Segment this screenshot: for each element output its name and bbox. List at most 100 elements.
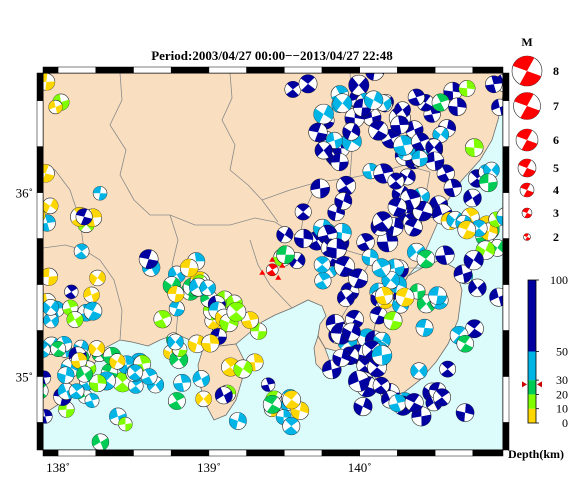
frame-segment [502, 192, 510, 239]
magnitude-legend-title: M [521, 35, 532, 49]
focal-mechanism [416, 249, 436, 269]
frame-segment [502, 422, 510, 451]
focal-mechanism [68, 383, 85, 400]
magnitude-legend: M 8 7 6 5 4 3 2 [511, 35, 559, 244]
focal-mechanism [12, 405, 28, 421]
magnitude-legend-label: 8 [553, 64, 559, 78]
focal-mechanism [109, 353, 126, 370]
focal-mechanism [48, 99, 63, 115]
frame-segment [42, 66, 59, 74]
frame-segment [133, 449, 172, 457]
focal-mechanism [43, 267, 58, 286]
focal-mechanism [341, 322, 361, 342]
frame-segment [397, 449, 436, 457]
magnitude-legend-symbol [519, 182, 535, 198]
focal-mechanism [313, 256, 331, 274]
focal-mechanism [356, 233, 375, 252]
focal-mechanism [167, 285, 185, 303]
frame-segment [321, 66, 360, 74]
focal-mechanism [192, 370, 210, 388]
focal-mechanism [89, 374, 107, 393]
focal-mechanism [168, 300, 185, 317]
focal-mechanism [478, 173, 498, 193]
highlight-marker [275, 274, 282, 280]
frame-segment [246, 449, 285, 457]
focal-mechanism [448, 97, 467, 117]
frame-segment [502, 100, 510, 147]
frame-segment [42, 449, 59, 457]
focal-mechanism [43, 409, 53, 424]
focal-mechanism [308, 122, 328, 143]
focal-mechanism [284, 80, 302, 98]
focal-mechanism [325, 131, 343, 149]
focal-mechanism [16, 83, 34, 101]
frame-segment [502, 146, 510, 193]
depth-axis-label: Depth(km) [508, 447, 564, 461]
focal-mechanism [424, 151, 445, 171]
magnitude-legend-label: 4 [553, 183, 559, 197]
focal-mechanism [395, 287, 415, 307]
frame-segment [502, 284, 510, 331]
frame-segment [95, 449, 134, 457]
focal-mechanism [388, 394, 407, 413]
frame-segment [246, 66, 285, 74]
focal-mechanism [453, 264, 473, 284]
magnitude-legend-symbol [521, 207, 533, 219]
focal-mechanism [415, 318, 434, 337]
focal-mechanism [387, 197, 407, 217]
focal-mechanism [260, 377, 276, 392]
magnitude-legend-symbol [511, 55, 543, 87]
magnitude-legend-symbol [513, 92, 541, 120]
focal-mechanism [64, 284, 79, 299]
focal-mechanism [411, 150, 429, 167]
focal-mechanism [173, 373, 192, 392]
focal-mechanism [276, 245, 295, 265]
depth-marker-left [522, 381, 527, 388]
frame-segment [95, 66, 134, 74]
depth-tick-label: 0 [562, 416, 568, 430]
focal-mechanism [348, 370, 370, 392]
frame-segment [502, 238, 510, 285]
focal-mechanism [372, 376, 390, 395]
focal-mechanism [127, 364, 144, 381]
depth-tick-label: 30 [556, 373, 568, 387]
focal-mechanism [464, 138, 484, 157]
magnitude-legend-symbol [523, 233, 531, 241]
frame-segment [36, 376, 44, 423]
focal-mechanism [489, 287, 503, 307]
focal-mechanism [374, 286, 394, 305]
focal-mechanism [455, 403, 475, 422]
focal-mechanism [443, 178, 462, 198]
focal-mechanism [195, 390, 212, 408]
magnitude-legend-label: 6 [553, 133, 559, 147]
focal-mechanism [432, 388, 452, 407]
frame-segment [502, 330, 510, 377]
focal-mechanism [118, 416, 133, 432]
focal-mechanism [282, 390, 302, 410]
focal-mechanism [50, 341, 67, 357]
focal-mechanism [75, 208, 93, 226]
focal-mechanism [428, 286, 447, 305]
focal-mechanism [88, 340, 106, 357]
focal-mechanism [496, 207, 503, 226]
x-tick-label: 138˚ [46, 460, 70, 475]
focal-mechanism [138, 249, 159, 270]
focal-mechanism [435, 245, 455, 265]
focal-mechanism [282, 417, 301, 436]
focal-mechanism [84, 393, 100, 408]
focal-mechanism [425, 138, 443, 157]
magnitude-legend-label: 5 [553, 161, 559, 175]
highlight-marker [269, 256, 276, 262]
focal-mechanism [364, 90, 384, 110]
focal-mechanism [43, 312, 59, 329]
depth-band [528, 380, 536, 395]
focal-mechanism [167, 392, 186, 410]
frame-segment [36, 284, 44, 331]
focal-mechanism [70, 352, 88, 369]
focal-mechanism [57, 366, 75, 384]
depth-tick-label: 20 [556, 387, 568, 401]
focal-mechanism [443, 81, 463, 101]
frame-segment [397, 66, 436, 74]
focal-mechanism [371, 258, 391, 278]
focal-mechanism [89, 269, 106, 287]
